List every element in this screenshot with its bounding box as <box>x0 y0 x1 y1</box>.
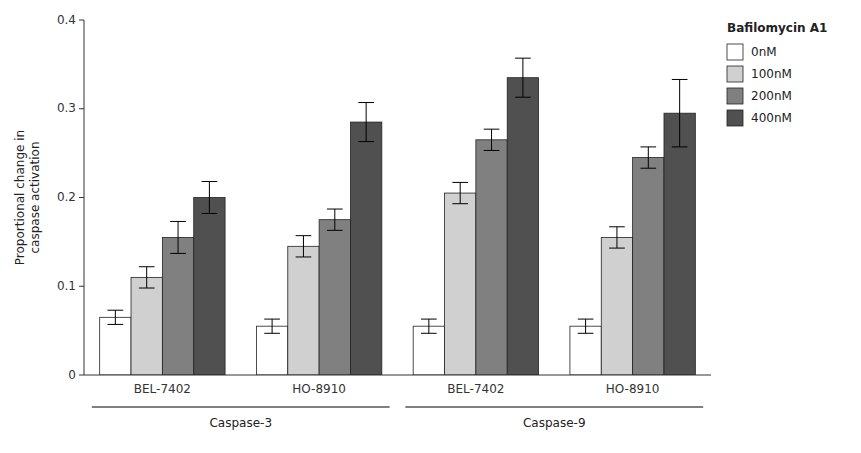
bar <box>350 122 381 375</box>
bar <box>445 193 476 375</box>
error-bar <box>421 319 437 333</box>
bar <box>507 78 538 375</box>
bar <box>100 317 131 375</box>
bar <box>601 237 632 375</box>
x-tick-label: HO-8910 <box>606 382 660 396</box>
error-bar <box>640 147 656 168</box>
y-tick-label: 0.1 <box>57 279 76 293</box>
y-tick-label: 0 <box>68 368 76 382</box>
y-tick-label: 0.2 <box>57 190 76 204</box>
bar <box>319 220 350 375</box>
x-tick-label: BEL-7402 <box>134 382 191 396</box>
group-line <box>92 407 390 408</box>
error-bar <box>264 319 280 333</box>
bar <box>633 158 664 375</box>
legend: Bafilomycin A1 0nM 100nM 200nM 400nM <box>727 21 827 126</box>
error-bar <box>672 79 688 146</box>
y-tick <box>79 197 84 198</box>
bar <box>194 198 225 376</box>
legend-swatch <box>727 110 743 126</box>
legend-label: 0nM <box>751 45 777 59</box>
x-tick-label: BEL-7402 <box>447 382 504 396</box>
bars <box>100 58 696 375</box>
bar <box>288 246 319 375</box>
error-bar <box>202 182 218 214</box>
legend-label: 200nM <box>751 89 792 103</box>
y-tick-label: 0.3 <box>57 101 76 115</box>
group-label: Caspase-9 <box>523 416 586 430</box>
x-axis <box>84 375 711 376</box>
chart-container: 0 0.1 0.2 0.3 0.4 BEL-7402 HO-8910 BEL-7402 HO-8… <box>0 0 861 453</box>
legend-label: 400nM <box>751 111 792 125</box>
error-bar <box>578 319 594 333</box>
y-tick <box>79 286 84 287</box>
chart-svg: 0 0.1 0.2 0.3 0.4 BEL-7402 HO-8910 BEL-7402 HO-8… <box>0 0 861 453</box>
bar <box>476 140 507 375</box>
error-bar <box>327 209 343 230</box>
error-bar <box>108 310 124 324</box>
y-tick <box>79 20 84 21</box>
group-label: Caspase-3 <box>209 416 272 430</box>
y-tick <box>79 375 84 376</box>
error-bar <box>515 58 531 97</box>
legend-swatch <box>727 44 743 60</box>
group-line <box>405 407 703 408</box>
y-tick-label: 0.4 <box>57 13 76 27</box>
error-bar <box>139 267 155 288</box>
y-axis-label: Proportional change incaspase activation <box>13 130 42 265</box>
y-axis-label-line: Proportional change in <box>13 130 27 265</box>
x-tick-label: HO-8910 <box>292 382 346 396</box>
legend-swatch <box>727 66 743 82</box>
y-axis <box>84 20 85 375</box>
legend-title: Bafilomycin A1 <box>727 21 827 35</box>
y-tick <box>79 108 84 109</box>
bar <box>162 237 193 375</box>
error-bar <box>609 227 625 248</box>
error-bar <box>358 103 374 142</box>
y-axis-label-line: caspase activation <box>28 141 42 253</box>
error-bar <box>170 221 186 253</box>
legend-swatch <box>727 88 743 104</box>
error-bar <box>484 129 500 150</box>
bar <box>131 277 162 375</box>
bar <box>664 113 695 375</box>
error-bar <box>452 182 468 203</box>
error-bar <box>296 236 312 257</box>
legend-label: 100nM <box>751 67 792 81</box>
